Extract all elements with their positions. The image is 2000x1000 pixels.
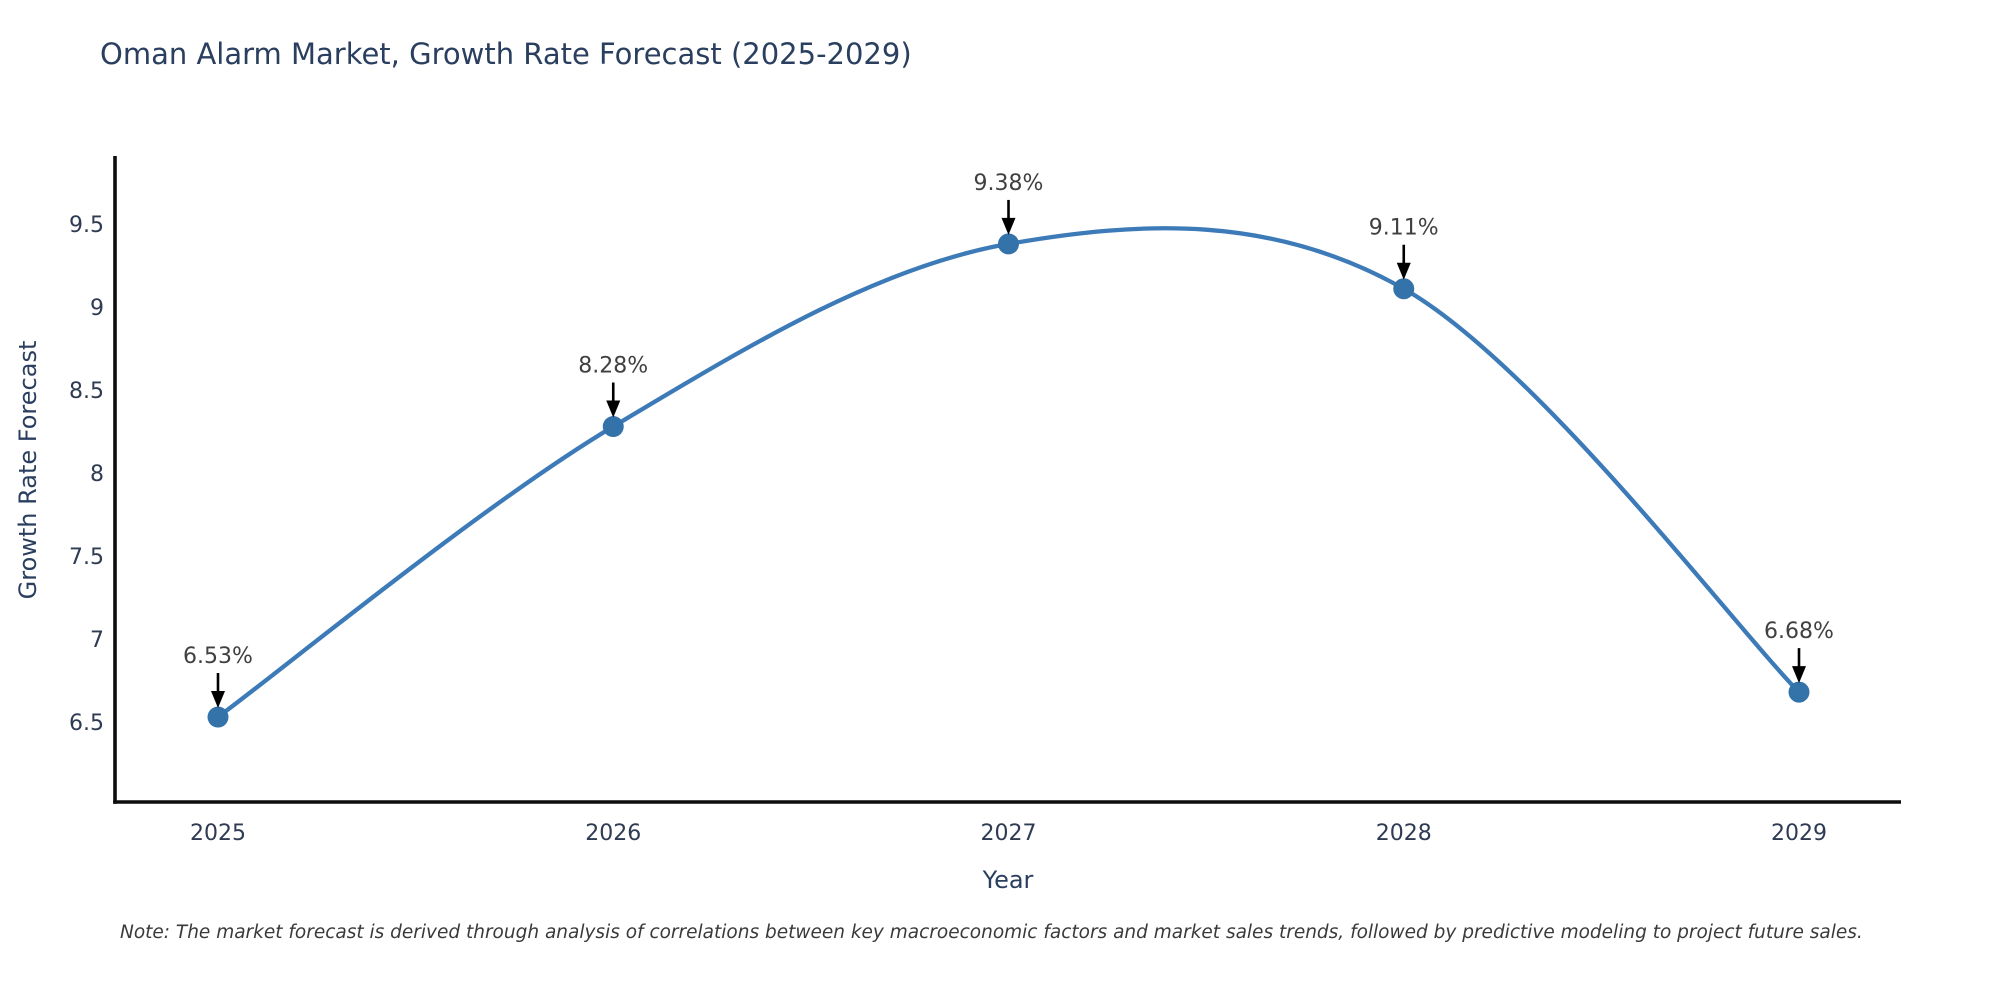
point-value-label: 6.68%	[1764, 619, 1834, 644]
x-tick-label: 2028	[1376, 821, 1432, 846]
footnote: Note: The market forecast is derived thr…	[120, 922, 1863, 943]
point-value-label: 8.28%	[578, 354, 648, 379]
forecast-line	[215, 226, 1802, 720]
x-tick-label: 2029	[1771, 821, 1827, 846]
data-point-marker[interactable]	[207, 706, 229, 728]
y-axis-title: Growth Rate Forecast	[14, 341, 42, 600]
y-tick-label: 6.5	[69, 711, 104, 736]
x-axis-tick-labels: 2025 2026 2027 2028 2029	[190, 821, 1827, 846]
data-point-markers	[207, 233, 1810, 728]
y-tick-label: 7	[90, 628, 104, 653]
annotation-arrowhead-icon	[606, 400, 621, 418]
x-tick-label: 2026	[585, 821, 641, 846]
point-value-label: 9.11%	[1369, 216, 1439, 241]
point-value-label: 9.38%	[974, 171, 1044, 196]
y-tick-label: 8.5	[69, 379, 104, 404]
y-tick-label: 9	[90, 296, 104, 321]
y-axis-tick-labels: 6.5 7 7.5 8 8.5 9 9.5	[69, 213, 104, 736]
data-point-marker[interactable]	[1788, 681, 1810, 703]
point-annotation: 6.68%	[1764, 619, 1834, 684]
annotation-arrowhead-icon	[1792, 666, 1806, 684]
data-point-marker[interactable]	[1393, 278, 1415, 300]
point-annotation: 9.11%	[1369, 216, 1439, 280]
x-axis-title: Year	[982, 866, 1034, 894]
x-tick-label: 2027	[981, 821, 1037, 846]
point-annotation: 8.28%	[578, 354, 648, 418]
annotation-arrowhead-icon	[1396, 262, 1411, 280]
annotation-arrowhead-icon	[211, 691, 225, 709]
y-tick-label: 8	[90, 462, 104, 487]
data-point-marker[interactable]	[998, 233, 1019, 255]
y-tick-label: 7.5	[69, 545, 104, 570]
annotation-arrowhead-icon	[1001, 217, 1016, 235]
point-value-label: 6.53%	[183, 644, 253, 669]
chart-title: Oman Alarm Market, Growth Rate Forecast …	[100, 37, 912, 71]
point-annotation: 6.53%	[183, 644, 253, 709]
y-tick-label: 9.5	[69, 213, 104, 238]
x-tick-label: 2025	[190, 821, 246, 846]
point-annotation: 9.38%	[974, 171, 1044, 235]
point-annotations: 6.53% 8.28% 9.38% 9.11% 6.68%	[183, 171, 1834, 709]
data-point-marker[interactable]	[602, 416, 624, 438]
